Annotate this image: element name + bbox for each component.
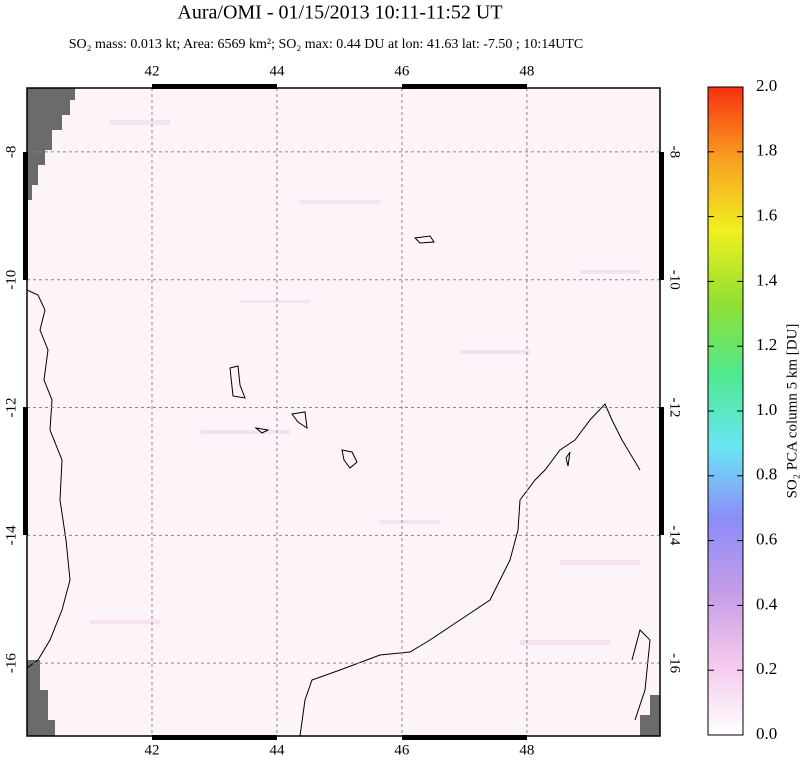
no-data-area	[27, 660, 55, 736]
colorbar-tick-label: 1.4	[756, 270, 778, 289]
island	[291, 411, 308, 430]
colorbar-tick-label: 1.8	[756, 141, 777, 160]
colorbar-tick-label: 2.0	[756, 76, 777, 95]
y-tick-label: -10	[3, 270, 19, 290]
chart-subtitle: SO₂ mass: 0.013 kt; Area: 6569 km²; SO₂ …	[69, 37, 583, 52]
colorbar-tick-label: 0.6	[756, 530, 777, 549]
coastline	[631, 629, 651, 721]
coastline	[299, 403, 641, 737]
x-tick-label: 48	[519, 742, 534, 758]
colorbar-tick-label: 0.0	[756, 724, 777, 743]
no-data-area	[640, 695, 660, 736]
x-tick-label: 44	[269, 742, 285, 758]
no-data-area	[27, 88, 75, 200]
coastline	[26, 289, 71, 669]
island	[341, 449, 358, 469]
island	[565, 451, 571, 467]
colorbar-tick-label: 1.0	[756, 400, 777, 419]
x-tick-label: 42	[144, 742, 159, 758]
colorbar-tick-label: 1.2	[756, 335, 777, 354]
y-tick-label: -10	[667, 270, 683, 290]
colorbar-tick-label: 0.4	[756, 594, 778, 613]
x-tick-label: 48	[519, 63, 534, 79]
frame-ticks	[23, 84, 664, 740]
island	[413, 235, 435, 244]
map	[26, 88, 660, 737]
y-tick-label: -12	[667, 398, 683, 418]
colorbar-tick-label: 0.2	[756, 659, 777, 678]
colorbar-label: SO₂ PCA column 5 km [DU]	[784, 324, 800, 499]
y-tick-label: -12	[3, 398, 19, 418]
x-tick-label: 46	[394, 742, 410, 758]
y-tick-label: -14	[3, 525, 19, 545]
y-tick-label: -16	[667, 653, 683, 673]
island	[254, 427, 270, 434]
y-tick-label: -8	[667, 146, 683, 159]
chart-title: Aura/OMI - 01/15/2013 10:11-11:52 UT	[177, 2, 502, 24]
grid	[27, 88, 660, 736]
y-tick-label: -16	[3, 653, 19, 673]
retrieval-noise	[90, 120, 640, 645]
colorbar-tick-label: 0.8	[756, 465, 777, 484]
x-tick-label: 44	[269, 63, 285, 79]
y-tick-label: -8	[3, 146, 19, 159]
map-background	[27, 88, 660, 736]
x-tick-label: 42	[144, 63, 159, 79]
island	[229, 365, 246, 399]
colorbar-tick-label: 1.6	[756, 206, 777, 225]
x-tick-label: 46	[394, 63, 410, 79]
y-tick-label: -14	[667, 525, 683, 545]
